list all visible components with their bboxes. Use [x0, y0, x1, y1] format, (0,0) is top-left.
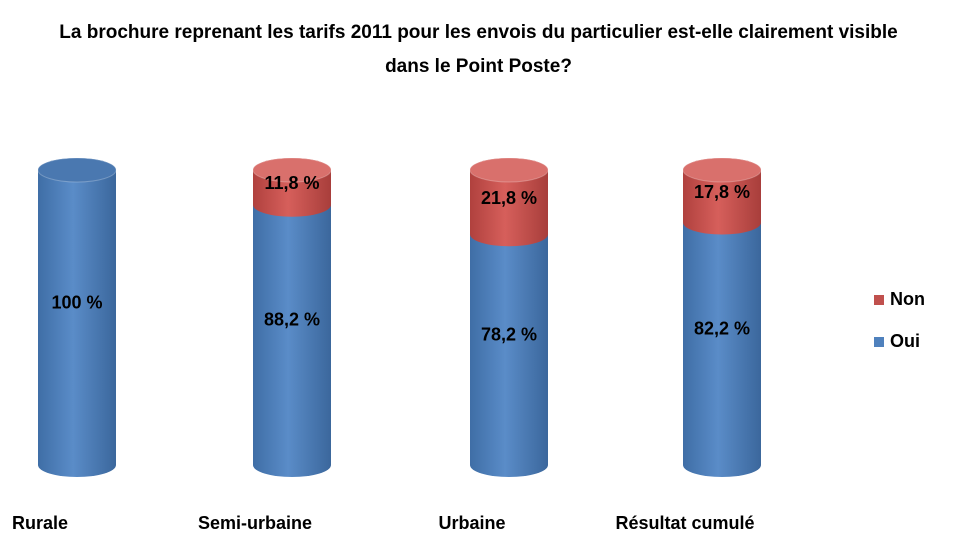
- data-label: 100 %: [51, 292, 102, 312]
- data-label: 82,2 %: [694, 319, 750, 339]
- legend-swatch: [874, 337, 884, 347]
- legend-label: Oui: [890, 331, 920, 351]
- cylinder-cap: [682, 157, 762, 183]
- bar-segment: [253, 192, 331, 478]
- bar-segment: [38, 158, 116, 477]
- data-label: 17,8 %: [694, 182, 750, 202]
- chart-title: La brochure reprenant les tarifs 2011 po…: [59, 22, 898, 77]
- x-tick-label: Rurale: [12, 513, 68, 533]
- bar-segment: [683, 210, 761, 477]
- legend-swatch: [874, 295, 884, 305]
- data-label: 88,2 %: [264, 310, 320, 330]
- x-tick-label: Résultat cumulé: [615, 513, 754, 533]
- title-box: La brochure reprenant les tarifs 2011 po…: [0, 16, 957, 84]
- x-tick-label: Semi-urbaine: [198, 513, 312, 533]
- cylinder-cap: [252, 157, 332, 183]
- data-label: 78,2 %: [481, 324, 537, 344]
- bar-segment: [470, 222, 548, 477]
- cylinder-cap: [469, 157, 549, 183]
- legend-label: Non: [890, 289, 925, 309]
- x-tick-label: Urbaine: [438, 513, 505, 533]
- data-label: 11,8 %: [264, 173, 319, 193]
- data-label: 21,8 %: [481, 188, 537, 208]
- cylinder-cap: [37, 157, 117, 183]
